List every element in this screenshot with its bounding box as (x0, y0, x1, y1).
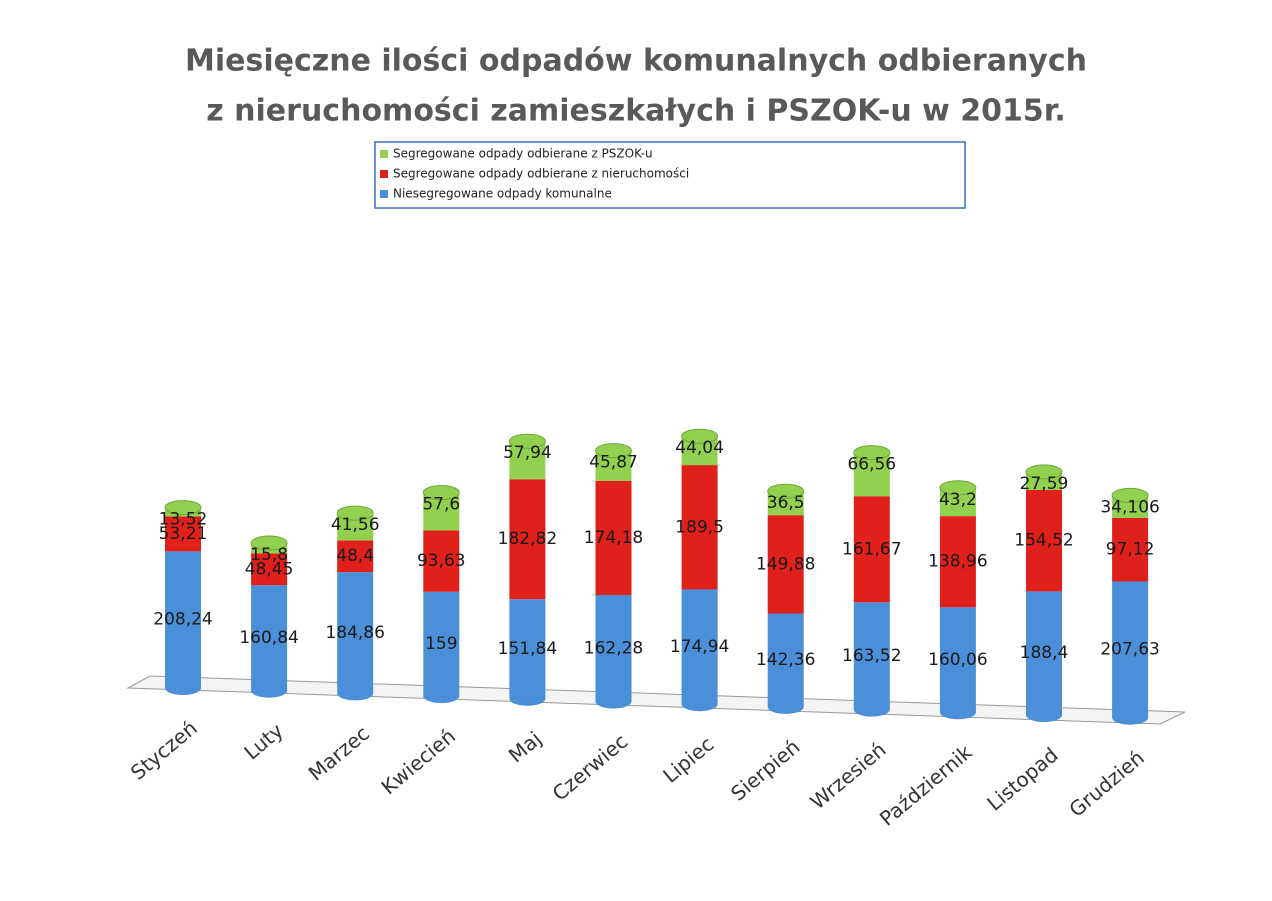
value-label: 182,82 (498, 529, 557, 549)
value-label: 160,84 (239, 628, 298, 648)
value-label: 43,2 (939, 490, 977, 510)
bar-segment (681, 589, 718, 705)
bar-segment (509, 599, 546, 699)
cylinder-top (508, 433, 546, 449)
chart-title: z nieruchomości zamieszkałych i PSZOK-u … (206, 94, 1065, 129)
bar-segment (251, 585, 288, 691)
value-label: 44,04 (675, 438, 724, 458)
bar-segment (853, 602, 890, 710)
bar-segment (509, 479, 546, 600)
value-label: 27,59 (1020, 474, 1069, 494)
value-label: 163,52 (842, 646, 901, 666)
cylinder-top (336, 505, 374, 521)
bar-segment (423, 591, 460, 697)
value-label: 45,87 (589, 453, 638, 473)
bar-segment (939, 516, 976, 608)
cylinder-top (422, 485, 460, 501)
legend-label: Segregowane odpady odbierane z PSZOK-u (393, 147, 653, 161)
value-label: 174,94 (670, 637, 729, 657)
bar-segment (251, 553, 288, 586)
bar-segment (595, 595, 632, 702)
value-label: 159 (425, 634, 457, 654)
floor (126, 675, 1186, 725)
cylinder-top (250, 535, 288, 551)
bar-segment (165, 516, 201, 552)
value-label: 184,86 (325, 623, 384, 643)
bar-segment (1026, 490, 1062, 592)
value-label: 154,52 (1014, 531, 1073, 551)
value-label: 41,56 (331, 515, 380, 535)
value-label: 36,5 (767, 493, 805, 513)
legend-box (374, 141, 966, 209)
value-label: 189,5 (675, 517, 724, 537)
legend-swatch (380, 150, 388, 158)
value-label: 138,96 (928, 552, 987, 572)
value-label: 53,21 (159, 524, 208, 544)
cylinder-top (164, 500, 202, 516)
value-label: 13,52 (159, 510, 208, 530)
value-label: 48,45 (245, 559, 294, 579)
value-label: 34,106 (1100, 497, 1159, 517)
legend-swatch (380, 170, 388, 178)
value-label: 160,06 (928, 650, 987, 670)
value-label: 208,24 (153, 610, 212, 630)
value-label: 161,67 (842, 539, 901, 559)
legend-swatch (380, 190, 388, 198)
bar-segment (681, 465, 718, 590)
bar-segment (1112, 581, 1149, 718)
value-label: 188,4 (1020, 643, 1069, 663)
bar-segment (939, 607, 976, 713)
value-label: 151,84 (498, 639, 557, 659)
bar-segment (1112, 517, 1149, 582)
bar-segment (423, 530, 460, 592)
cylinder-top (939, 480, 977, 496)
legend-label: Segregowane odpady odbierane z nieruchom… (393, 167, 689, 181)
value-label: 142,36 (756, 650, 815, 670)
legend-label: Niesegregowane odpady komunalne (393, 187, 612, 201)
value-label: 207,63 (1100, 640, 1159, 660)
cylinder-top (595, 443, 632, 459)
bar-segment (853, 496, 890, 603)
cylinder-top (853, 445, 891, 461)
bar-segment (767, 613, 804, 707)
bar-segment (595, 480, 632, 596)
value-label: 57,94 (503, 443, 552, 463)
value-label: 48,4 (336, 546, 374, 566)
cylinder-top (681, 428, 719, 444)
value-label: 93,63 (417, 551, 466, 571)
value-label: 57,6 (422, 495, 460, 515)
bar-segment (767, 515, 804, 614)
bar-segment (1026, 591, 1062, 715)
cylinder-top (767, 483, 805, 499)
chart-title: Miesięczne ilości odpadów komunalnych od… (185, 44, 1087, 79)
value-label: 97,12 (1106, 540, 1155, 560)
value-label: 149,88 (756, 554, 815, 574)
value-label: 162,28 (584, 638, 643, 658)
value-label: 15,8 (250, 545, 288, 565)
cylinder-top (1025, 464, 1063, 480)
cylinder-top (1111, 487, 1149, 503)
bar-segment (165, 551, 201, 688)
value-label: 174,18 (584, 528, 643, 548)
bar-segment (337, 540, 374, 573)
value-label: 66,56 (847, 455, 896, 475)
bar-segment (337, 572, 374, 694)
